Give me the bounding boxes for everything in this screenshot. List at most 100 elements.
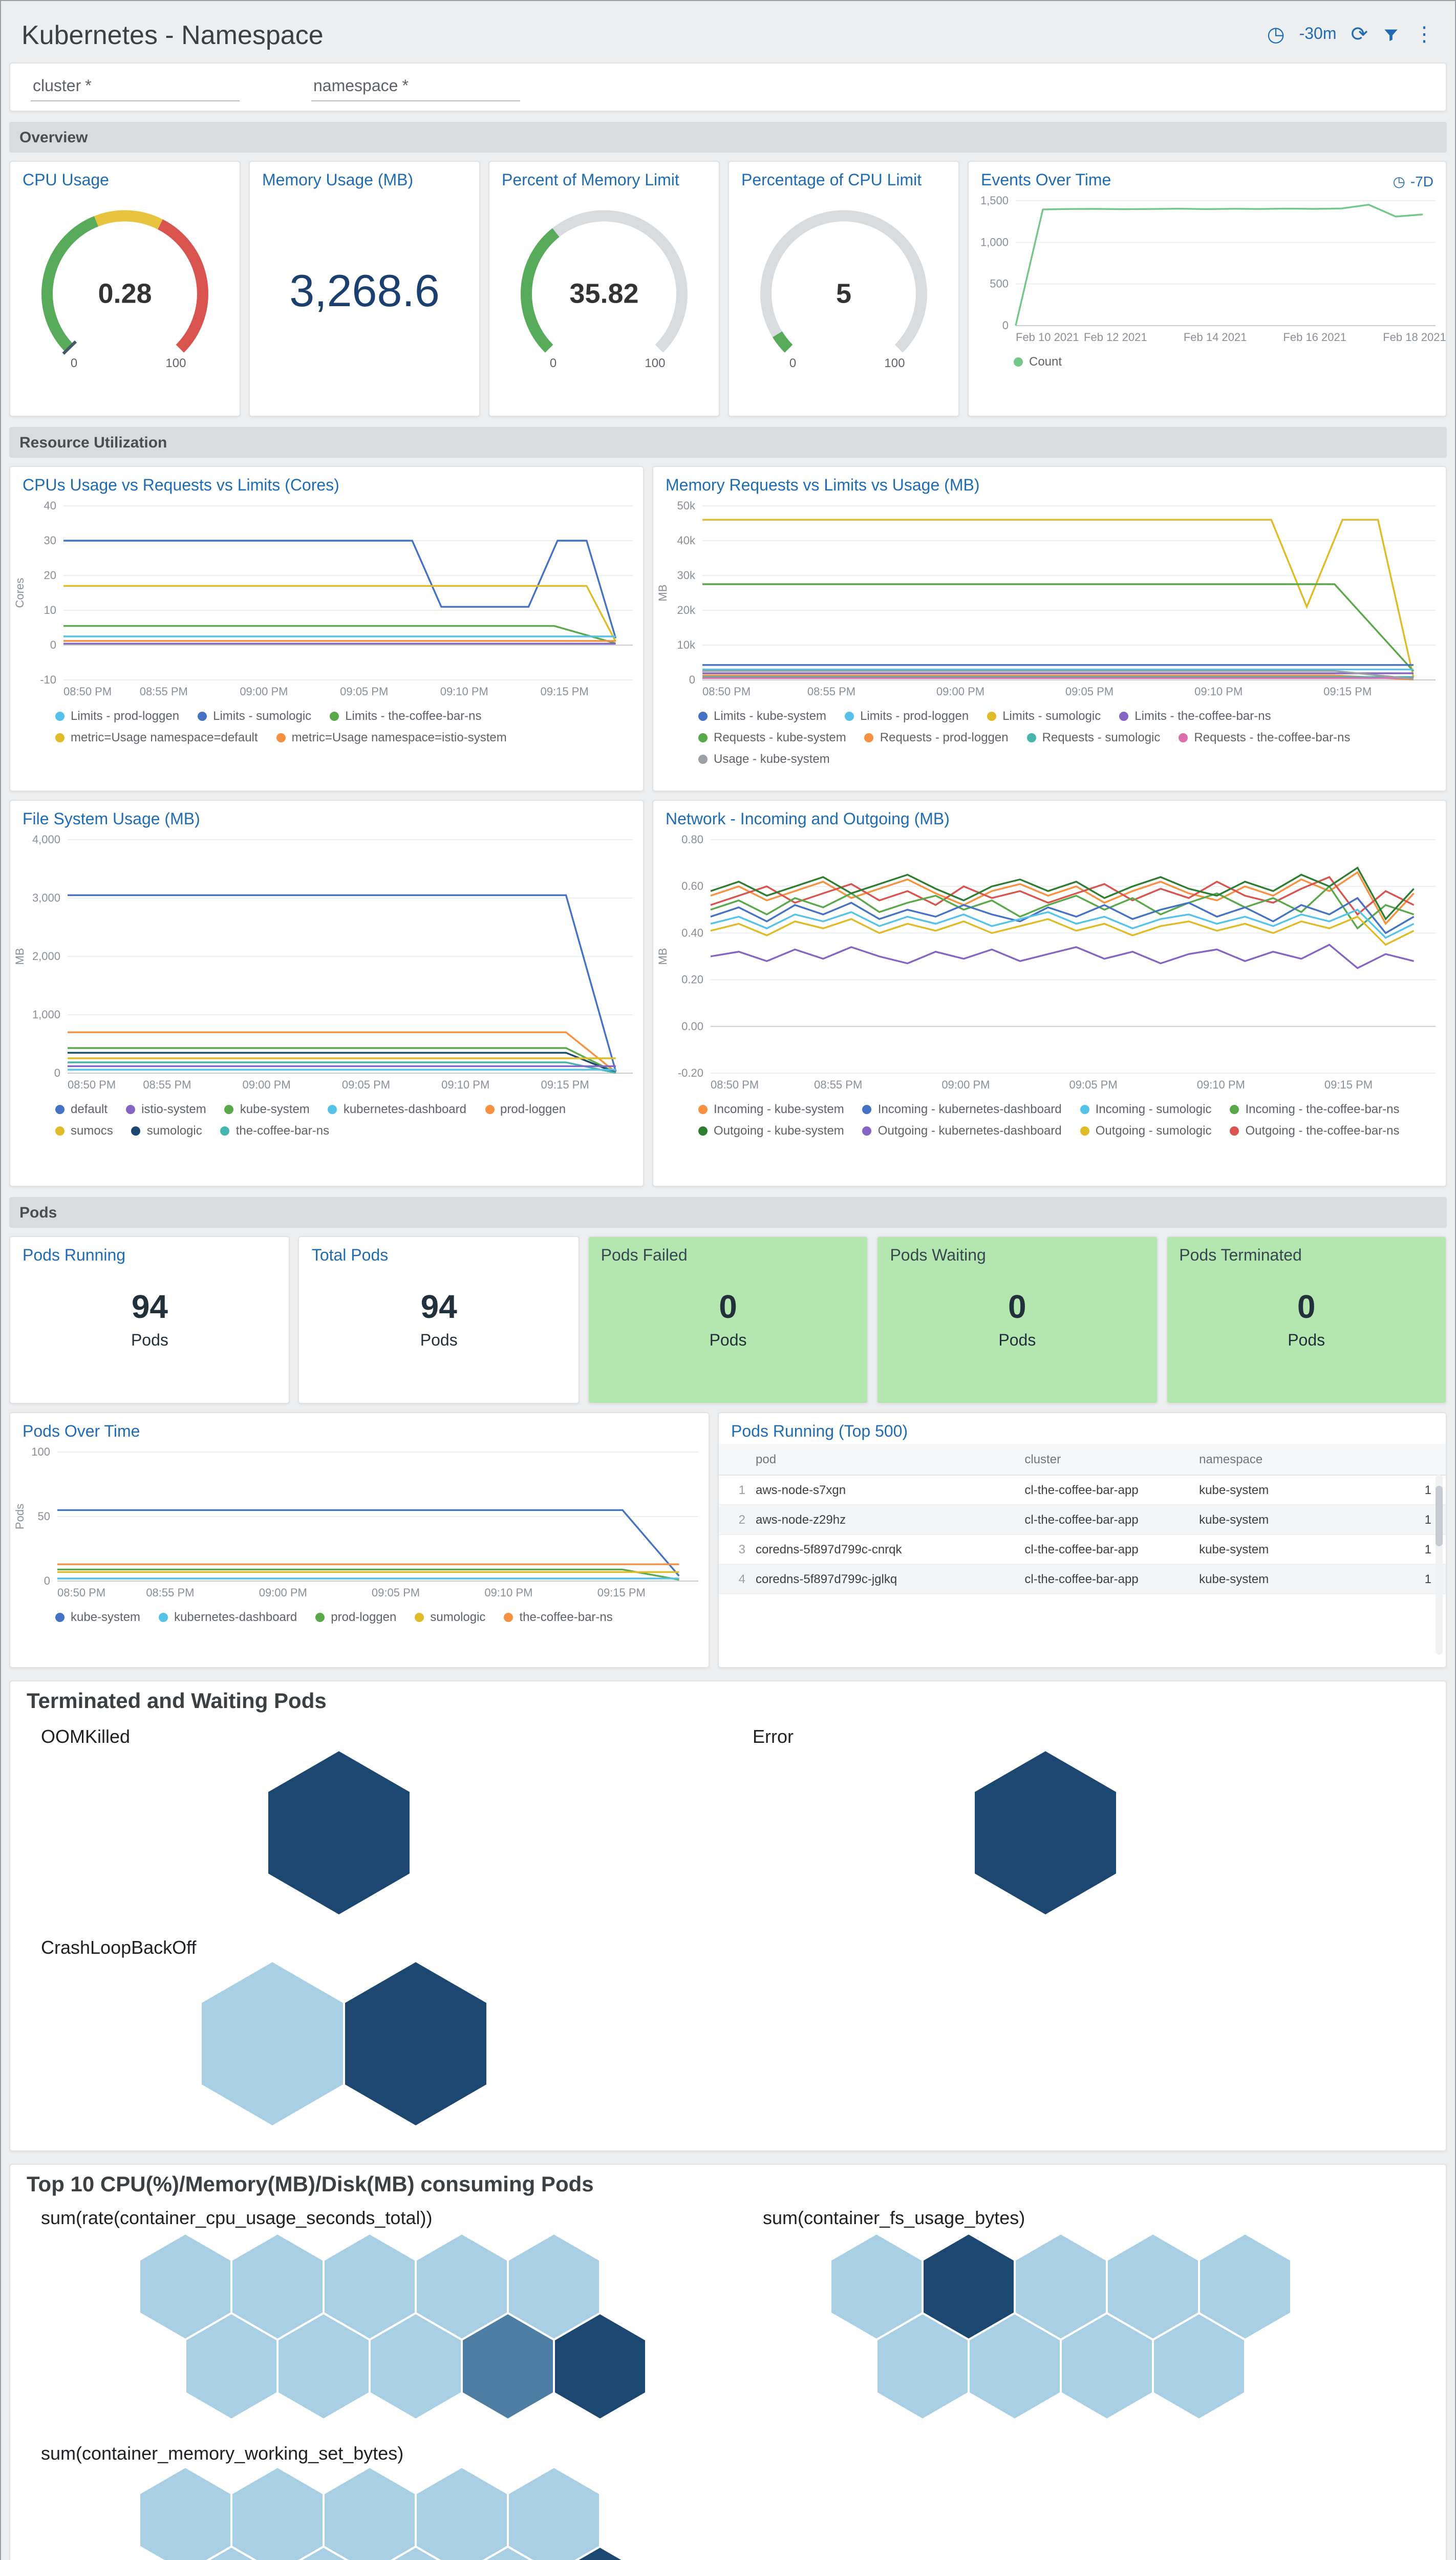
oomkilled-honeycomb[interactable] <box>266 1748 413 1923</box>
legend-item[interactable]: default <box>55 1102 108 1116</box>
legend-dot <box>1179 733 1188 742</box>
legend-item[interactable]: istio-system <box>126 1102 206 1116</box>
legend-item[interactable]: Limits - kube-system <box>698 709 826 723</box>
section-overview[interactable]: Overview <box>9 122 1447 153</box>
stat-value: 94 <box>131 1288 168 1325</box>
svg-text:08:55 PM: 08:55 PM <box>814 1078 862 1091</box>
column-header[interactable]: namespace <box>1199 1452 1263 1466</box>
legend-dot <box>315 1612 325 1622</box>
hex-cell <box>266 1748 412 1917</box>
svg-text:08:50 PM: 08:50 PM <box>702 685 751 698</box>
filter-icon[interactable] <box>1382 26 1400 44</box>
hex-cell <box>553 2312 647 2421</box>
panel-title: CPUs Usage vs Requests vs Limits (Cores) <box>23 477 339 495</box>
more-options-icon[interactable]: ⋮ <box>1414 24 1434 46</box>
time-range[interactable]: -30m <box>1299 26 1337 43</box>
legend-dot <box>698 1126 708 1135</box>
svg-text:10: 10 <box>44 604 56 616</box>
legend-item[interactable]: prod-loggen <box>315 1610 396 1624</box>
legend-dot <box>1230 1104 1239 1114</box>
legend-item[interactable]: the-coffee-bar-ns <box>504 1610 613 1624</box>
legend-item[interactable]: metric=Usage namespace=default <box>55 730 258 744</box>
svg-text:09:05 PM: 09:05 PM <box>340 685 388 698</box>
legend-dot <box>55 733 65 742</box>
column-header[interactable]: cluster <box>1024 1452 1061 1466</box>
error-honeycomb[interactable] <box>973 1748 1119 1923</box>
legend-item[interactable]: prod-loggen <box>485 1102 566 1116</box>
legend-item[interactable]: Limits - the-coffee-bar-ns <box>1119 709 1271 723</box>
legend-item[interactable]: Outgoing - sumologic <box>1080 1123 1211 1138</box>
legend-item[interactable]: Requests - the-coffee-bar-ns <box>1179 730 1350 744</box>
clock-icon[interactable]: ◷ <box>1267 24 1285 46</box>
legend-item[interactable]: Requests - kube-system <box>698 730 846 744</box>
legend-item[interactable]: Requests - prod-loggen <box>864 730 1009 744</box>
legend-item[interactable]: the-coffee-bar-ns <box>220 1123 329 1138</box>
cluster-filter-input[interactable]: cluster * <box>31 73 240 101</box>
legend-dot <box>198 711 207 720</box>
legend-item[interactable]: Incoming - kube-system <box>698 1102 844 1116</box>
legend-item[interactable]: Limits - prod-loggen <box>845 709 969 723</box>
namespace-filter-input[interactable]: namespace * <box>311 73 520 101</box>
column-header[interactable]: pod <box>756 1452 777 1466</box>
top10-consuming-panel: Top 10 CPU(%)/Memory(MB)/Disk(MB) consum… <box>9 2164 1447 2560</box>
pods-over-time-chart: 0 50 100 08:50 PM 08:55 PM 09:00 PM 09:05 PM 09… <box>10 1444 709 1604</box>
legend-item[interactable]: Outgoing - kubernetes-dashboard <box>862 1123 1062 1138</box>
svg-text:09:05 PM: 09:05 PM <box>1069 1078 1118 1091</box>
legend-item[interactable]: sumologic <box>415 1610 485 1624</box>
refresh-icon[interactable]: ⟳ <box>1351 24 1368 46</box>
svg-text:09:15 PM: 09:15 PM <box>541 1078 589 1091</box>
legend-item[interactable]: Limits - prod-loggen <box>55 709 179 723</box>
events-time-range[interactable]: ◷ -7D <box>1393 173 1433 189</box>
legend-item[interactable]: kubernetes-dashboard <box>159 1610 297 1624</box>
svg-text:08:55 PM: 08:55 PM <box>140 685 188 698</box>
legend-item[interactable]: sumocs <box>55 1123 113 1138</box>
svg-text:Feb 14 2021: Feb 14 2021 <box>1184 331 1247 344</box>
svg-text:08:50 PM: 08:50 PM <box>68 1078 116 1091</box>
legend-item[interactable]: sumologic <box>131 1123 202 1138</box>
legend-item[interactable]: Count <box>1014 354 1062 369</box>
legend-item[interactable]: Outgoing - the-coffee-bar-ns <box>1230 1123 1400 1138</box>
page-title: Kubernetes - Namespace <box>22 19 324 50</box>
row-index: 1 <box>738 1483 745 1497</box>
legend-item[interactable]: kubernetes-dashboard <box>328 1102 466 1116</box>
legend-item[interactable]: Limits - sumologic <box>198 709 311 723</box>
section-resource-utilization[interactable]: Resource Utilization <box>9 427 1447 458</box>
legend-item[interactable]: Outgoing - kube-system <box>698 1123 844 1138</box>
svg-text:0: 0 <box>550 356 556 370</box>
legend-item[interactable]: kube-system <box>224 1102 310 1116</box>
legend-item[interactable]: metric=Usage namespace=istio-system <box>276 730 507 744</box>
table-row[interactable]: 1 aws-node-s7xgn cl-the-coffee-bar-app kube… <box>719 1476 1446 1505</box>
panel-title: Total Pods <box>311 1247 389 1265</box>
svg-text:40k: 40k <box>677 534 696 547</box>
table-row[interactable]: 4 coredns-5f897d799c-jglkq cl-the-coffee-b… <box>719 1565 1446 1594</box>
chart-legend: Limits - prod-loggen Limits - sumologic Li… <box>10 702 643 755</box>
legend-item[interactable]: Usage - kube-system <box>698 752 830 766</box>
legend-item[interactable]: Incoming - sumologic <box>1080 1102 1211 1116</box>
column-header[interactable] <box>1358 1444 1446 1475</box>
table-row[interactable]: 3 coredns-5f897d799c-cnrqk cl-the-coffee-b… <box>719 1535 1446 1565</box>
memory-limit-gauge: 35.82 0 100 <box>489 193 719 387</box>
legend-item[interactable]: Incoming - the-coffee-bar-ns <box>1230 1102 1399 1116</box>
stat-value: 0 <box>1008 1288 1026 1325</box>
svg-text:Feb 10 2021: Feb 10 2021 <box>1016 331 1079 344</box>
cpu-chart: -10 0 10 20 30 40 08:50 PM 08:55 PM 09:00 PM 09:0… <box>10 498 643 702</box>
top-cpu-honeycomb[interactable] <box>138 2232 648 2427</box>
legend-item[interactable]: kube-system <box>55 1610 140 1624</box>
scrollbar-thumb[interactable] <box>1436 1485 1443 1547</box>
events-over-time-panel: Events Over Time ◷ -7D 0 500 1,000 1,500 Feb … <box>968 161 1447 417</box>
legend-item[interactable]: Incoming - kubernetes-dashboard <box>862 1102 1062 1116</box>
top-mem-honeycomb[interactable] <box>138 2465 648 2560</box>
table-cell: 1 <box>1424 1572 1431 1586</box>
svg-text:500: 500 <box>990 278 1009 290</box>
crashloop-honeycomb[interactable] <box>200 1959 489 2134</box>
section-pods[interactable]: Pods <box>9 1197 1447 1228</box>
legend-item[interactable]: Limits - the-coffee-bar-ns <box>330 709 482 723</box>
legend-item[interactable]: Limits - sumologic <box>987 709 1101 723</box>
table-row[interactable]: 2 aws-node-z29hz cl-the-coffee-bar-app kube… <box>719 1505 1446 1535</box>
chart-legend: Incoming - kube-system Incoming - kuberne… <box>653 1096 1446 1148</box>
filter-bar: cluster * namespace * <box>9 62 1447 112</box>
top-fs-honeycomb[interactable] <box>829 2232 1293 2427</box>
legend-item[interactable]: Requests - sumologic <box>1026 730 1160 744</box>
svg-text:1,500: 1,500 <box>980 194 1009 207</box>
